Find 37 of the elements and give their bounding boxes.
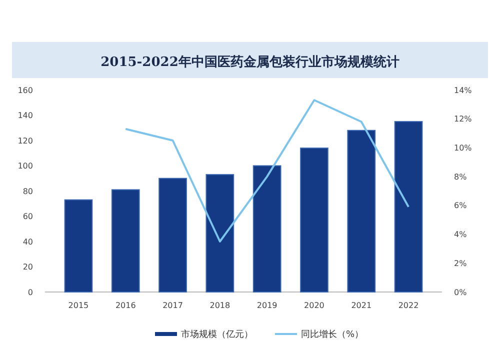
x-tick-label: 2022 bbox=[398, 301, 419, 310]
y-tick-label: 40 bbox=[22, 237, 33, 246]
y2-tick-label: 2% bbox=[454, 258, 468, 268]
bar bbox=[206, 174, 234, 292]
x-tick-label: 2016 bbox=[115, 301, 136, 310]
legend-label: 市场规模（亿元） bbox=[181, 329, 253, 340]
bar bbox=[111, 189, 140, 292]
y-tick-label: 80 bbox=[22, 186, 33, 196]
y-tick-label: 20 bbox=[22, 262, 33, 272]
y2-tick-label: 4% bbox=[454, 230, 468, 240]
x-tick-label: 2015 bbox=[68, 301, 89, 310]
chart-title: 2015-2022年中国医药金属包装行业市场规模统计 bbox=[100, 54, 400, 70]
y-tick-label: 120 bbox=[18, 136, 33, 146]
y-tick-label: 100 bbox=[18, 162, 33, 171]
y-tick-label: 160 bbox=[18, 86, 33, 95]
y2-tick-label: 8% bbox=[454, 172, 468, 182]
x-tick-label: 2019 bbox=[256, 301, 278, 310]
x-tick-label: 2021 bbox=[351, 301, 372, 310]
y2-tick-label: 0% bbox=[454, 288, 468, 297]
y-tick-label: 140 bbox=[18, 111, 33, 120]
y2-tick-label: 12% bbox=[454, 114, 472, 124]
y-tick-label: 60 bbox=[22, 212, 33, 222]
x-tick-label: 2018 bbox=[210, 301, 230, 310]
bar bbox=[64, 199, 93, 292]
y2-tick-label: 6% bbox=[454, 201, 468, 210]
bar bbox=[252, 165, 282, 292]
x-tick-label: 2020 bbox=[304, 301, 324, 310]
bar bbox=[347, 130, 376, 292]
line-series bbox=[124, 99, 410, 242]
x-tick-label: 2017 bbox=[162, 301, 183, 310]
legend-label: 同比增长（%） bbox=[301, 329, 364, 340]
y2-tick-label: 14% bbox=[454, 86, 472, 95]
bar bbox=[158, 178, 187, 292]
bar bbox=[300, 148, 328, 292]
y-tick-label: 0 bbox=[28, 288, 33, 297]
y2-tick-label: 10% bbox=[454, 144, 472, 153]
bar bbox=[394, 121, 423, 292]
